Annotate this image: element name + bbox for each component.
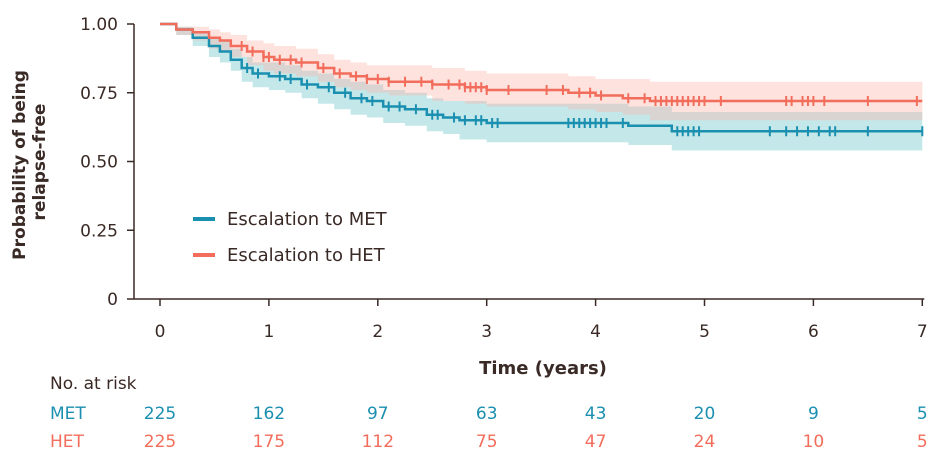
x-tick-label: 4	[590, 322, 601, 342]
risk-row-label-het: HET	[50, 432, 85, 452]
x-tick-label: 1	[263, 322, 274, 342]
curve-het	[160, 22, 923, 103]
axes: 0 0.25 0.50 0.75 1.00 0 1 2 3 4 5 6 7	[80, 15, 928, 342]
x-axis-title: Time (years)	[479, 358, 607, 379]
legend-label-het: Escalation to HET	[227, 245, 386, 266]
risk-row-label-met: MET	[50, 404, 86, 424]
risk-value-met: 97	[367, 404, 389, 424]
risk-table-label: No. at risk	[50, 374, 137, 394]
censor-marks	[240, 41, 924, 137]
curve-met	[160, 22, 923, 133]
risk-value-met: 5	[917, 404, 928, 424]
risk-value-met: 63	[476, 404, 498, 424]
risk-value-het: 225	[144, 432, 176, 452]
y-axis-title: Probability of being relapse-free	[10, 64, 50, 260]
legend-label-met: Escalation to MET	[227, 209, 388, 230]
risk-value-met: 43	[585, 404, 607, 424]
risk-value-het: 112	[362, 432, 394, 452]
ci-band-met	[160, 24, 923, 151]
x-tick-label: 3	[481, 322, 492, 342]
y-tick-label: 0.25	[80, 221, 118, 241]
x-tick-label: 0	[155, 322, 166, 342]
risk-value-het: 75	[476, 432, 498, 452]
risk-value-het: 24	[694, 432, 716, 452]
risk-value-met: 20	[694, 404, 716, 424]
risk-value-met: 225	[144, 404, 176, 424]
x-tick-label: 2	[372, 322, 383, 342]
y-tick-label: 0	[107, 290, 118, 310]
y-tick-label: 1.00	[80, 15, 118, 35]
y-tick-label: 0.75	[80, 84, 118, 104]
ci-band-het	[160, 24, 923, 121]
y-tick-label: 0.50	[80, 153, 118, 173]
risk-value-het: 5	[917, 432, 928, 452]
x-tick-label: 7	[917, 322, 928, 342]
confidence-bands	[160, 24, 923, 151]
survival-curves	[160, 22, 923, 133]
risk-value-het: 175	[253, 432, 285, 452]
risk-value-het: 10	[803, 432, 825, 452]
risk-value-het: 47	[585, 432, 607, 452]
x-tick-label: 6	[808, 322, 819, 342]
x-tick-label: 5	[699, 322, 710, 342]
risk-value-met: 9	[808, 404, 819, 424]
legend: Escalation to MET Escalation to HET	[193, 209, 388, 266]
risk-value-met: 162	[253, 404, 285, 424]
risk-table: MET 225 162 97 63 43 20 9 5 HET 225 175 112 75 47 24 10 5	[50, 404, 928, 452]
